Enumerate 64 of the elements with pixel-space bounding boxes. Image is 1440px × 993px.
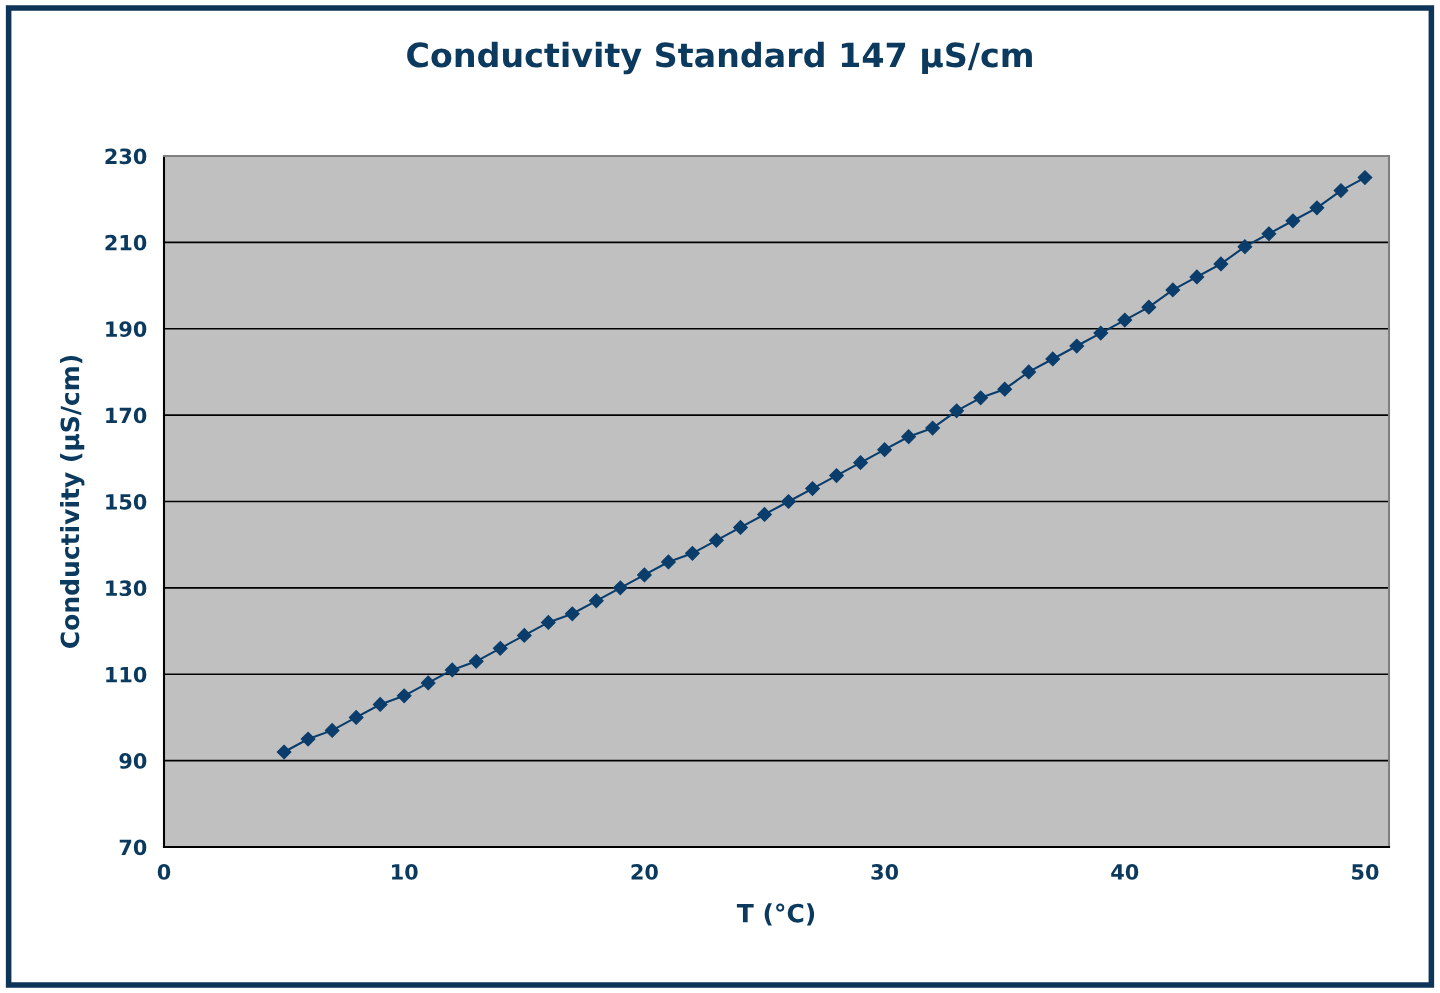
point [757,507,772,522]
point [1021,364,1037,380]
x-axis-title: T (°C) [736,903,815,926]
point [1189,269,1205,285]
point [1141,299,1157,315]
point [324,723,340,738]
y-tick-label: 170 [106,407,147,424]
point [492,640,508,656]
point [877,442,892,458]
point [949,403,965,419]
y-tick-label: 230 [105,148,147,165]
point [709,532,724,548]
y-axis-title: Conductivity (µS/cm) [60,355,85,648]
point [1045,351,1061,367]
point [612,580,628,596]
point [1333,183,1349,198]
point [1285,213,1301,229]
chart-title: Conductivity Standard 147 µS/cm [407,41,1032,75]
point [901,429,916,445]
point [564,606,580,622]
y-tick-label: 110 [106,666,147,683]
y-tick-label: 70 [119,839,147,856]
point [348,710,364,725]
x-tick-label: 0 [157,864,171,880]
point [997,381,1013,397]
point [588,593,604,609]
point [853,455,868,471]
point [1165,282,1181,298]
point [468,653,484,669]
x-tick-label: 20 [631,864,658,880]
point [300,731,316,747]
point [829,468,844,483]
point [396,688,412,704]
point [1213,256,1229,272]
point [637,567,652,583]
x-tick-label: 40 [1111,864,1139,880]
point [925,420,941,436]
x-tick-label: 30 [871,864,899,880]
point [685,545,700,561]
point [1309,200,1325,216]
point [781,494,796,509]
point [1093,325,1109,341]
point [276,744,292,760]
point [805,481,820,496]
point [973,390,989,406]
x-tick-label: 10 [392,864,418,880]
y-tick-label: 210 [105,234,147,251]
point [1069,338,1085,354]
x-tick-label: 50 [1352,864,1379,880]
point [1117,312,1133,328]
y-tick-label: 150 [106,493,147,510]
point [733,520,748,535]
point [444,662,460,678]
point [661,554,676,570]
point [540,615,556,630]
point [1237,239,1253,255]
y-tick-label: 90 [119,753,147,769]
point [420,675,436,691]
y-tick-label: 130 [106,580,147,597]
y-tick-label: 190 [106,321,147,337]
point [516,627,532,643]
point [372,697,388,712]
point [1357,170,1373,185]
point [1261,226,1277,242]
